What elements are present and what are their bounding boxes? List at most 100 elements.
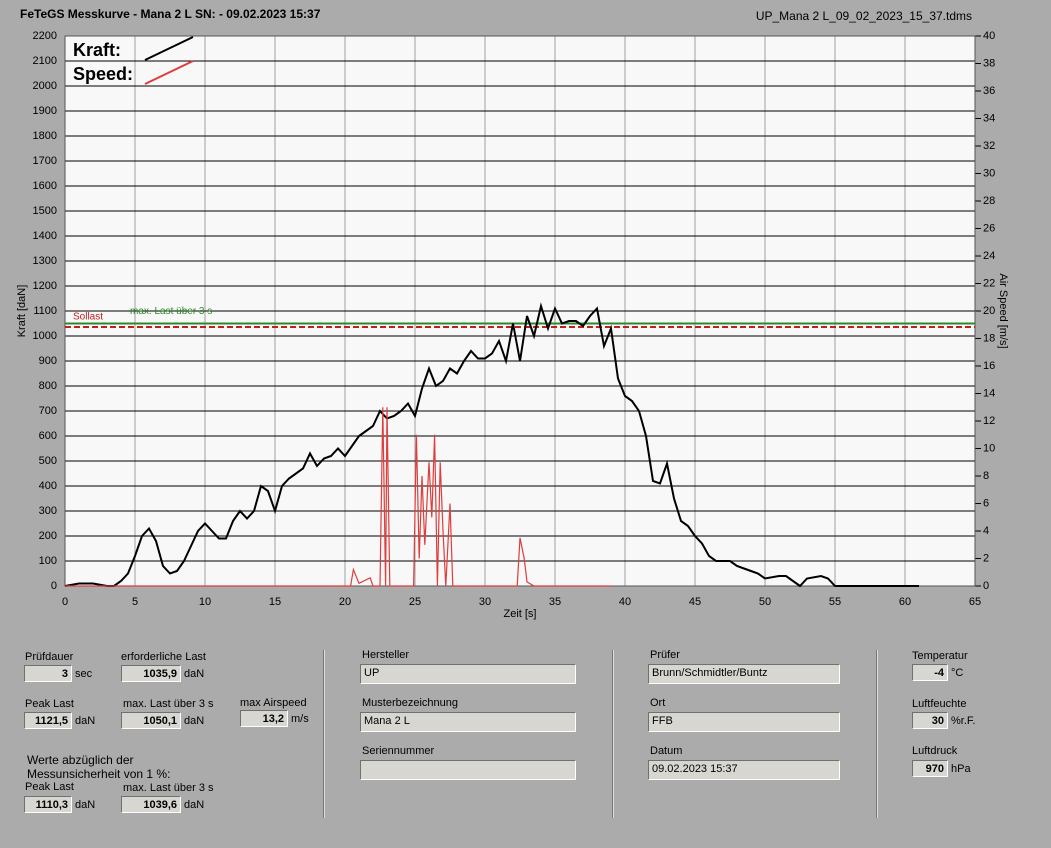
field-label: max Airspeed — [240, 697, 307, 709]
y2-tick-label: 16 — [983, 360, 995, 372]
field-unit: daN — [184, 715, 205, 727]
x-tick-label: 45 — [689, 596, 701, 608]
y2-tick-label: 8 — [983, 470, 989, 482]
y-tick-label: 600 — [39, 430, 57, 442]
y-tick-label: 2100 — [33, 55, 57, 67]
field-label: max. Last über 3 s — [123, 698, 214, 710]
x-axis-label: Zeit [s] — [503, 608, 536, 620]
legend-label: Speed: — [73, 64, 133, 84]
y2-tick-label: 26 — [983, 222, 995, 234]
note-line: Werte abzüglich der — [27, 753, 134, 767]
field-value: 09.02.2023 15:37 — [648, 760, 840, 780]
series-line — [65, 407, 611, 587]
field-value: 1110,3 — [24, 796, 72, 813]
y2-tick-label: 14 — [983, 387, 995, 399]
y2-tick-label: 2 — [983, 552, 989, 564]
x-tick-label: 35 — [549, 596, 561, 608]
separator — [876, 650, 878, 818]
y2-tick-label: 36 — [983, 85, 995, 97]
y-tick-label: 1100 — [33, 305, 57, 317]
field-unit: daN — [184, 799, 205, 811]
field-value: -4 — [912, 664, 948, 681]
y-tick-label: 1300 — [33, 255, 57, 267]
y-tick-label: 200 — [39, 530, 57, 542]
field-label: Temperatur — [912, 650, 968, 662]
field-label: Luftfeuchte — [912, 698, 967, 710]
y-tick-label: 100 — [39, 555, 57, 567]
y-tick-label: 0 — [51, 580, 57, 592]
field-label: Datum — [650, 745, 683, 757]
y-tick-label: 500 — [39, 455, 57, 467]
y2-axis-label: Air Speed [m/s] — [997, 273, 1009, 348]
field-label: Hersteller — [362, 649, 410, 661]
y2-tick-label: 6 — [983, 497, 989, 509]
plot-frame — [64, 35, 976, 587]
x-tick-label: 40 — [619, 596, 631, 608]
field-unit: hPa — [951, 763, 971, 775]
y2-tick-label: 34 — [983, 112, 995, 124]
field-label: Luftdruck — [912, 745, 958, 757]
field-value: Brunn/Schmidtler/Buntz — [648, 664, 840, 684]
field-value: 3 — [24, 665, 72, 682]
y-tick-label: 1000 — [33, 330, 57, 342]
field-value: Mana 2 L — [360, 712, 576, 732]
field-value: 970 — [912, 760, 948, 777]
y-axis-label: Kraft [daN] — [16, 285, 28, 338]
y-tick-label: 700 — [39, 405, 57, 417]
window-title: FeTeGS Messkurve - Mana 2 L SN: - 09.02.… — [20, 7, 321, 21]
x-tick-label: 30 — [479, 596, 491, 608]
field-value: 13,2 — [240, 710, 288, 727]
field-value: 1121,5 — [24, 712, 72, 729]
field-label: Prüfer — [650, 649, 680, 661]
note-line: Messunsicherheit von 1 %: — [27, 767, 171, 781]
field-value: 1050,1 — [121, 712, 181, 729]
field-label: Ort — [650, 697, 666, 709]
y-tick-label: 2000 — [33, 80, 57, 92]
y-tick-label: 1900 — [33, 105, 57, 117]
field-value: 1035,9 — [121, 665, 181, 682]
file-name: UP_Mana 2 L_09_02_2023_15_37.tdms — [756, 9, 972, 23]
y2-tick-label: 30 — [983, 167, 995, 179]
chart: FeTeGS Messkurve - Mana 2 L SN: - 09.02.… — [16, 7, 1009, 620]
y-tick-label: 800 — [39, 380, 57, 392]
field-unit: sec — [75, 668, 93, 680]
separator — [323, 650, 325, 818]
field-value: 1039,6 — [121, 796, 181, 813]
field-unit: daN — [75, 799, 96, 811]
y2-tick-label: 10 — [983, 442, 995, 454]
x-tick-label: 0 — [62, 596, 68, 608]
x-tick-label: 50 — [759, 596, 771, 608]
y-tick-label: 1200 — [33, 280, 57, 292]
field-label: erforderliche Last — [121, 651, 206, 663]
x-tick-label: 65 — [969, 596, 981, 608]
legend-label: Kraft: — [73, 40, 121, 60]
y2-tick-label: 0 — [983, 580, 989, 592]
field-unit: daN — [184, 668, 205, 680]
field-unit: m/s — [291, 713, 309, 725]
field-unit: %r.F. — [951, 715, 976, 727]
y2-tick-label: 32 — [983, 140, 995, 152]
y2-tick-label: 12 — [983, 415, 995, 427]
y-tick-label: 1800 — [33, 130, 57, 142]
separator — [612, 650, 614, 818]
field-value: 30 — [912, 712, 948, 729]
x-tick-label: 25 — [409, 596, 421, 608]
y2-tick-label: 40 — [983, 30, 995, 42]
y2-tick-label: 18 — [983, 332, 995, 344]
x-tick-label: 20 — [339, 596, 351, 608]
y-tick-label: 1700 — [33, 155, 57, 167]
y-tick-label: 2200 — [33, 30, 57, 42]
x-tick-label: 5 — [132, 596, 138, 608]
reference-label: Sollast — [73, 312, 103, 323]
y2-tick-label: 38 — [983, 57, 995, 69]
y2-tick-label: 24 — [983, 250, 995, 262]
y2-tick-label: 22 — [983, 277, 995, 289]
field-label: Prüfdauer — [25, 651, 74, 663]
field-label: Peak Last — [25, 781, 74, 793]
note: Werte abzüglich der Messunsicherheit von… — [27, 753, 170, 781]
x-tick-label: 15 — [269, 596, 281, 608]
y-tick-label: 1600 — [33, 180, 57, 192]
legend-swatch — [144, 60, 194, 85]
x-tick-label: 10 — [199, 596, 211, 608]
